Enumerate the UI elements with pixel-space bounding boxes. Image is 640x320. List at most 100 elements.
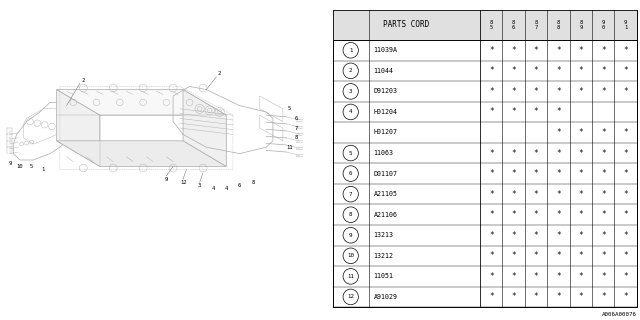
Text: 10: 10 <box>17 164 23 169</box>
Text: *: * <box>489 87 493 96</box>
Text: 3: 3 <box>198 183 202 188</box>
Text: 13213: 13213 <box>374 232 394 238</box>
Text: 8: 8 <box>252 180 255 185</box>
Text: *: * <box>556 210 561 219</box>
Text: *: * <box>623 272 628 281</box>
Text: *: * <box>511 87 516 96</box>
Text: PARTS CORD: PARTS CORD <box>383 20 429 29</box>
Text: *: * <box>623 169 628 178</box>
Text: A006A00076: A006A00076 <box>602 312 637 317</box>
Text: *: * <box>601 66 605 75</box>
Text: 6: 6 <box>238 183 241 188</box>
Text: 11063: 11063 <box>374 150 394 156</box>
Text: *: * <box>601 210 605 219</box>
Text: 10: 10 <box>348 253 354 258</box>
Text: 8
9: 8 9 <box>579 20 582 30</box>
Text: *: * <box>601 169 605 178</box>
Text: *: * <box>601 148 605 157</box>
Text: 11044: 11044 <box>374 68 394 74</box>
Text: *: * <box>579 87 583 96</box>
Text: 8: 8 <box>294 135 298 140</box>
Text: 4: 4 <box>225 186 228 191</box>
Text: *: * <box>511 231 516 240</box>
Text: A21105: A21105 <box>374 191 397 197</box>
Text: *: * <box>489 169 493 178</box>
Text: *: * <box>534 292 538 301</box>
Text: 2: 2 <box>81 77 85 83</box>
Text: *: * <box>623 190 628 199</box>
Text: 7: 7 <box>294 125 298 131</box>
Text: 3: 3 <box>349 89 353 94</box>
Text: *: * <box>511 46 516 55</box>
Text: *: * <box>489 148 493 157</box>
Text: *: * <box>601 46 605 55</box>
Text: *: * <box>579 148 583 157</box>
Text: 5: 5 <box>288 106 291 111</box>
Text: *: * <box>579 169 583 178</box>
Text: 9
0: 9 0 <box>602 20 605 30</box>
Text: *: * <box>534 272 538 281</box>
Text: *: * <box>489 231 493 240</box>
Text: *: * <box>579 128 583 137</box>
Text: 11: 11 <box>286 145 292 150</box>
Text: *: * <box>556 87 561 96</box>
Text: 13212: 13212 <box>374 253 394 259</box>
Polygon shape <box>56 141 227 166</box>
Text: 12: 12 <box>348 294 354 300</box>
Text: H01207: H01207 <box>374 130 397 135</box>
Text: 1: 1 <box>42 167 45 172</box>
Text: *: * <box>511 272 516 281</box>
Text: *: * <box>511 251 516 260</box>
Text: *: * <box>623 46 628 55</box>
Text: *: * <box>511 108 516 116</box>
Text: *: * <box>489 292 493 301</box>
Text: 8: 8 <box>349 212 353 217</box>
Text: *: * <box>489 251 493 260</box>
Text: *: * <box>601 272 605 281</box>
Text: *: * <box>601 231 605 240</box>
Text: *: * <box>623 148 628 157</box>
Text: *: * <box>623 251 628 260</box>
Text: *: * <box>534 190 538 199</box>
Text: *: * <box>489 210 493 219</box>
Text: *: * <box>534 46 538 55</box>
Text: *: * <box>534 66 538 75</box>
Text: *: * <box>556 169 561 178</box>
Text: *: * <box>623 128 628 137</box>
Text: 8
6: 8 6 <box>512 20 515 30</box>
Text: *: * <box>489 108 493 116</box>
Text: *: * <box>601 251 605 260</box>
Text: 9: 9 <box>8 161 12 166</box>
Text: *: * <box>511 190 516 199</box>
Text: *: * <box>601 87 605 96</box>
Text: *: * <box>489 66 493 75</box>
Text: *: * <box>556 128 561 137</box>
Text: 5: 5 <box>30 164 33 169</box>
Text: *: * <box>579 210 583 219</box>
Text: 8
8: 8 8 <box>557 20 560 30</box>
Text: *: * <box>579 66 583 75</box>
Text: *: * <box>511 66 516 75</box>
Text: *: * <box>534 231 538 240</box>
Text: *: * <box>556 108 561 116</box>
Text: 9
1: 9 1 <box>624 20 627 30</box>
Text: 4: 4 <box>211 186 214 191</box>
Polygon shape <box>56 90 100 166</box>
Text: *: * <box>556 66 561 75</box>
Text: *: * <box>534 148 538 157</box>
Text: *: * <box>489 46 493 55</box>
Text: 5: 5 <box>349 150 353 156</box>
Text: 2: 2 <box>349 68 353 73</box>
Text: 6: 6 <box>349 171 353 176</box>
Text: 8
5: 8 5 <box>490 20 493 30</box>
Polygon shape <box>56 90 227 115</box>
Text: *: * <box>534 210 538 219</box>
Text: A91029: A91029 <box>374 294 397 300</box>
Text: D01107: D01107 <box>374 171 397 177</box>
Text: *: * <box>511 148 516 157</box>
Text: 11051: 11051 <box>374 273 394 279</box>
Text: *: * <box>579 46 583 55</box>
Text: *: * <box>556 292 561 301</box>
Text: *: * <box>623 66 628 75</box>
Text: *: * <box>579 231 583 240</box>
